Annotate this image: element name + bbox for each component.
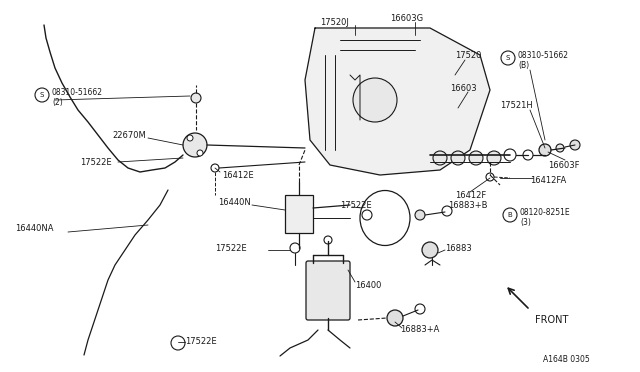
Text: 16400: 16400 [355,280,381,289]
Circle shape [362,210,372,220]
Circle shape [211,164,219,172]
Circle shape [387,310,403,326]
Circle shape [539,144,551,156]
Text: 17520: 17520 [455,51,481,60]
Text: 16412FA: 16412FA [530,176,566,185]
Text: (2): (2) [52,97,63,106]
Text: 16603: 16603 [450,83,477,93]
Circle shape [415,304,425,314]
Circle shape [487,151,501,165]
Circle shape [290,243,300,253]
Text: 16603F: 16603F [548,160,579,170]
Circle shape [415,210,425,220]
Circle shape [171,336,185,350]
Text: FRONT: FRONT [535,315,568,325]
Text: 16440NA: 16440NA [15,224,54,232]
Text: A164B 0305: A164B 0305 [543,356,590,365]
Polygon shape [305,28,490,175]
Circle shape [523,150,533,160]
Text: 16883+B: 16883+B [448,201,488,209]
Circle shape [422,242,438,258]
Circle shape [570,140,580,150]
Text: S: S [40,92,44,98]
Circle shape [433,151,447,165]
Text: B: B [508,212,513,218]
Circle shape [183,133,207,157]
Text: (B): (B) [518,61,529,70]
Text: (3): (3) [520,218,531,227]
Text: 16883: 16883 [445,244,472,253]
Circle shape [556,144,564,152]
Text: 17521H: 17521H [500,100,532,109]
Text: 08310-51662: 08310-51662 [518,51,569,60]
Circle shape [442,206,452,216]
Text: 16412E: 16412E [222,170,253,180]
Text: 17522E: 17522E [185,337,216,346]
Text: 08310-51662: 08310-51662 [52,87,103,96]
Text: 08120-8251E: 08120-8251E [520,208,571,217]
Circle shape [451,151,465,165]
Text: 22670M: 22670M [112,131,146,140]
Text: 16883+A: 16883+A [400,326,440,334]
Circle shape [504,149,516,161]
Text: S: S [506,55,510,61]
Text: 17522E: 17522E [215,244,246,253]
Circle shape [191,93,201,103]
FancyBboxPatch shape [306,261,350,320]
Bar [285,195,313,233]
Text: 16603G: 16603G [390,13,423,22]
Text: 16412F: 16412F [455,190,486,199]
Circle shape [353,78,397,122]
Text: 16440N: 16440N [218,198,251,206]
Circle shape [469,151,483,165]
Text: 17522E: 17522E [340,201,372,209]
Text: 17522E: 17522E [80,157,111,167]
Circle shape [187,135,193,141]
Circle shape [324,236,332,244]
Circle shape [197,150,203,156]
Text: 17520J: 17520J [320,17,349,26]
